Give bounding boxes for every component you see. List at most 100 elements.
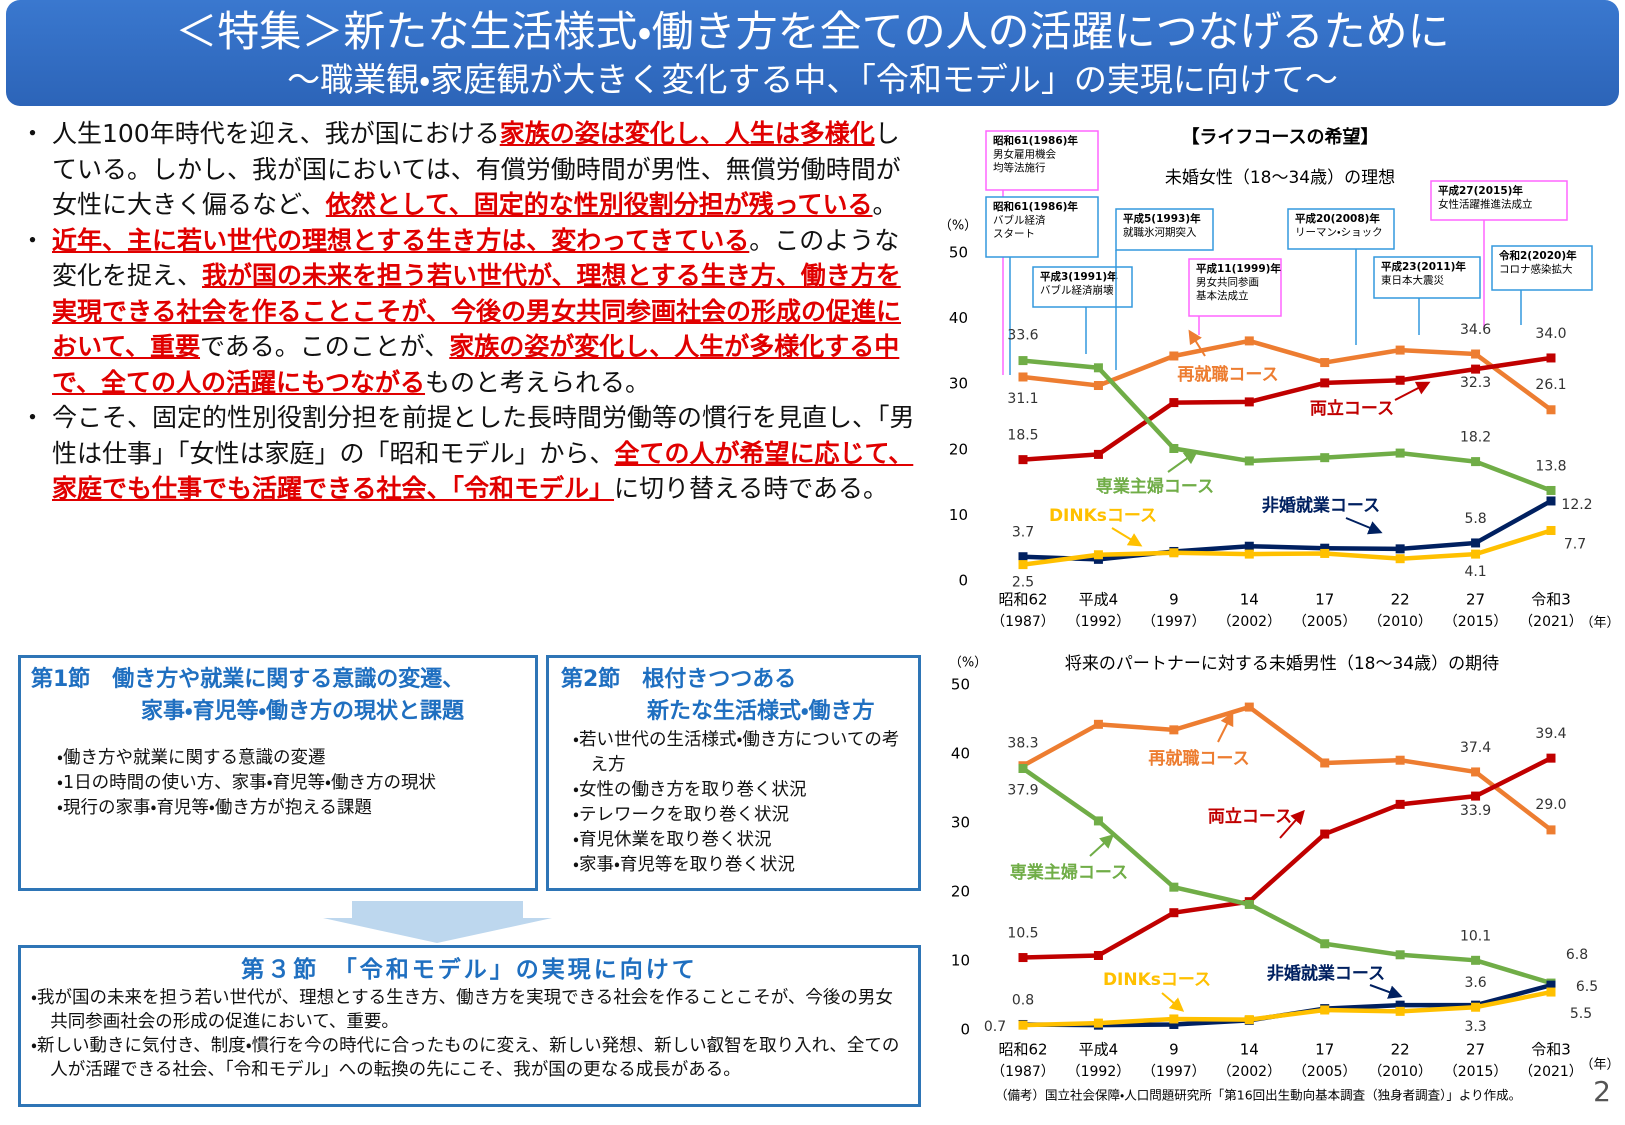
point-marker (1395, 448, 1405, 458)
annotation-box (1188, 258, 1282, 317)
series-label: 再就職コース (1148, 748, 1249, 769)
point-marker (1093, 816, 1103, 826)
point-marker (1320, 829, 1330, 839)
point-marker (1169, 398, 1179, 408)
data-label: 34.0 (1535, 326, 1566, 342)
bullet-marker: ・ (20, 225, 46, 255)
y-tick-label: 50 (951, 676, 970, 694)
point-marker (1471, 349, 1481, 359)
x-unit: （年） (1580, 616, 1619, 631)
series-label-arrow (1188, 329, 1206, 357)
point-marker (1093, 1018, 1103, 1028)
data-label: 37.4 (1460, 740, 1491, 756)
point-marker (1244, 702, 1254, 712)
point-marker (1471, 364, 1481, 374)
series-line (1021, 766, 1552, 986)
x-unit: （年） (1580, 1058, 1619, 1073)
x-tick-year: （2021） (1519, 1064, 1583, 1080)
series-label-arrow (1089, 834, 1115, 857)
annotation-text: 平成3(1991)年 (1040, 270, 1118, 283)
y-tick-label: 10 (951, 952, 970, 970)
point-marker (1395, 799, 1405, 809)
x-tick-label: 22 (1391, 1041, 1410, 1059)
page-number: 2 (1593, 1075, 1611, 1108)
series-line (1022, 528, 1552, 567)
data-label: 3.6 (1464, 975, 1486, 991)
x-tick-year: （2005） (1293, 1064, 1357, 1080)
series-label: DINKsコース (1103, 970, 1211, 990)
point-marker (1546, 353, 1556, 363)
data-label: 6.5 (1576, 979, 1598, 995)
annotation-text: コロナ感染拡大 (1499, 263, 1573, 276)
emphasis-text: 家族の姿は変化し、人生は多様化 (499, 119, 875, 148)
x-tick-label: 9 (1169, 1041, 1179, 1059)
annotation-box (1373, 256, 1481, 299)
section-box: 第2節 根付きつつある 新たな生活様式・働き方 ・若い世代の生活様式・働き方につ… (546, 655, 921, 891)
point-marker (1546, 525, 1556, 535)
x-tick-label: 昭和62 (998, 591, 1047, 609)
series-label-arrow (1161, 992, 1185, 1012)
x-tick-label: 17 (1315, 1041, 1334, 1059)
section-title: 第1節 働き方や就業に関する意識の変遷、 (31, 667, 465, 692)
bullet-marker: ・ (20, 119, 46, 148)
point-marker (1169, 1014, 1179, 1024)
series-label: 専業主婦コース (1010, 862, 1128, 883)
annotation-text: バブル経済崩壊 (1040, 284, 1114, 297)
emphasis-text: 近年、主に若い世代の理想とする生き方は、変わってきている (52, 225, 750, 255)
annotation-text: 平成23(2011)年 (1381, 260, 1466, 273)
section-item: ・家事・育児等を取り巻く状況 (573, 855, 795, 875)
point-marker (1244, 456, 1254, 466)
series-label-arrow (1217, 711, 1234, 743)
section-item: ・テレワークを取り巻く状況 (573, 805, 789, 825)
section-item: ・我が国の未来を担う若い世代が、理想とする生き方、働き方を実現できる社会を作るこ… (31, 988, 893, 1032)
series-line (1022, 355, 1552, 462)
bullet-list: ・人生100年時代を迎え、我が国における家族の姿は変化し、人生は多様化している。… (20, 116, 920, 507)
data-label: 13.8 (1535, 458, 1566, 474)
series-label: 専業主婦コース (1096, 476, 1214, 497)
point-marker (1471, 549, 1481, 559)
section-title: 第2節 根付きつつある (561, 667, 797, 692)
annotation-text: 男女雇用機会 (993, 148, 1056, 161)
annotation-box (1491, 245, 1593, 291)
point-marker (1395, 950, 1405, 960)
data-label: 10.5 (1007, 926, 1038, 942)
annotation-box (985, 196, 1099, 258)
annotation-box (985, 130, 1099, 191)
x-tick-label: 平成4 (1079, 591, 1119, 609)
data-label: 18.5 (1007, 428, 1038, 444)
series-label: 再就職コース (1177, 364, 1278, 385)
point-marker (1320, 548, 1330, 558)
series-label: 非婚就業コース (1262, 495, 1380, 516)
point-marker (1093, 554, 1103, 564)
point-marker (1244, 541, 1254, 551)
point-marker (1320, 378, 1330, 388)
point-marker (1395, 1000, 1405, 1010)
point-marker (1395, 375, 1405, 385)
x-tick-label: 27 (1466, 591, 1485, 609)
data-label: 0.7 (984, 1019, 1006, 1035)
y-tick-label: 30 (949, 375, 968, 393)
point-marker (1244, 549, 1254, 559)
annotation-text: 平成27(2015)年 (1438, 184, 1523, 197)
point-marker (1320, 939, 1330, 949)
bullet-text: 今こそ、固定的性別役割分担を前提とした長時間労働等の慣行を見直し、「男性は仕事」… (52, 400, 920, 507)
section-title: 家事・育児等・働き方の現状と課題 (141, 699, 464, 724)
x-tick-year: （1987） (991, 614, 1055, 630)
annotation-text: 均等法施行 (993, 161, 1046, 174)
point-marker (1546, 405, 1556, 415)
annotation-text: 平成5(1993)年 (1123, 212, 1201, 225)
x-tick-year: （1992） (1067, 1064, 1131, 1080)
section-box: 第1節 働き方や就業に関する意識の変遷、 家事・育児等・働き方の現状と課題 ・働… (18, 655, 538, 891)
data-label: 3.7 (1012, 525, 1034, 541)
point-marker (1395, 544, 1405, 554)
x-tick-label: 令和3 (1531, 1041, 1571, 1059)
data-label: 10.1 (1460, 928, 1491, 944)
data-label: 6.8 (1566, 947, 1588, 963)
y-tick-label: 40 (951, 745, 970, 763)
x-tick-label: 14 (1240, 1041, 1259, 1059)
data-label: 5.5 (1570, 1006, 1592, 1022)
point-marker (1093, 950, 1103, 960)
emphasis-text: 全ての人が希望に応じて、家庭でも仕事でも活躍できる社会、「令和モデル」 (52, 438, 914, 504)
x-tick-year: （2005） (1293, 614, 1357, 630)
